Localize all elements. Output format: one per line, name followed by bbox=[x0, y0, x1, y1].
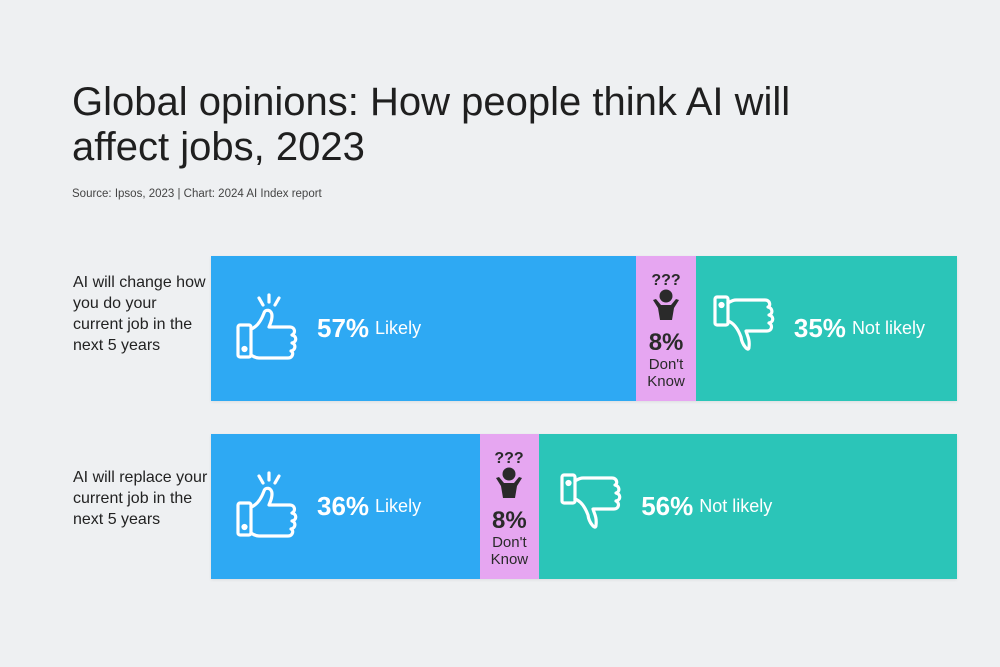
bar-segment-dont-know: ??? 8% Don't Know bbox=[636, 256, 696, 401]
chart-title: Global opinions: How people think AI wil… bbox=[72, 80, 791, 169]
likely-percent: 36% bbox=[317, 491, 370, 521]
not-likely-percent: 35% bbox=[793, 313, 846, 343]
bar-segment-not-likely: 56% Not likely bbox=[539, 434, 957, 579]
thumbs-up-icon bbox=[235, 469, 305, 544]
likely-label: Likely bbox=[375, 318, 422, 338]
bar-segment-not-likely: 35% Not likely bbox=[695, 256, 957, 401]
likely-label: Likely bbox=[375, 496, 422, 516]
not-likely-percent: 56% bbox=[641, 491, 694, 521]
dont-know-percent: 8% bbox=[648, 328, 684, 356]
likely-percent: 57% bbox=[317, 313, 370, 343]
stacked-bar-change: 57% Likely ??? 8% Don't Know 35% Not bbox=[211, 256, 957, 401]
confused-person-icon: ??? bbox=[644, 270, 688, 326]
thumbs-up-icon bbox=[235, 291, 305, 366]
thumbs-down-icon bbox=[559, 469, 629, 544]
not-likely-label: Not likely bbox=[699, 496, 773, 516]
dont-know-label: Don't Know bbox=[647, 355, 685, 390]
row-label-change: AI will change how you do your current j… bbox=[73, 274, 206, 354]
bar-segment-dont-know: ??? 8% Don't Know bbox=[479, 434, 540, 579]
bar-segment-likely: 57% Likely bbox=[211, 256, 637, 401]
dont-know-percent: 8% bbox=[492, 506, 527, 534]
bar-segment-likely: 36% Likely bbox=[211, 434, 480, 579]
dont-know-label: Don't Know bbox=[490, 533, 529, 568]
svg-text:???: ??? bbox=[651, 272, 680, 289]
svg-text:???: ??? bbox=[495, 450, 524, 467]
source-note: Source: Ipsos, 2023 | Chart: 2024 AI Ind… bbox=[72, 188, 322, 200]
thumbs-down-icon bbox=[712, 291, 782, 366]
not-likely-label: Not likely bbox=[851, 318, 925, 338]
confused-person-icon: ??? bbox=[487, 448, 531, 504]
stacked-bar-replace: 36% Likely ??? 8% Don't Know 56% Not bbox=[211, 434, 957, 579]
row-label-replace: AI will replace your current job in the … bbox=[73, 469, 208, 528]
